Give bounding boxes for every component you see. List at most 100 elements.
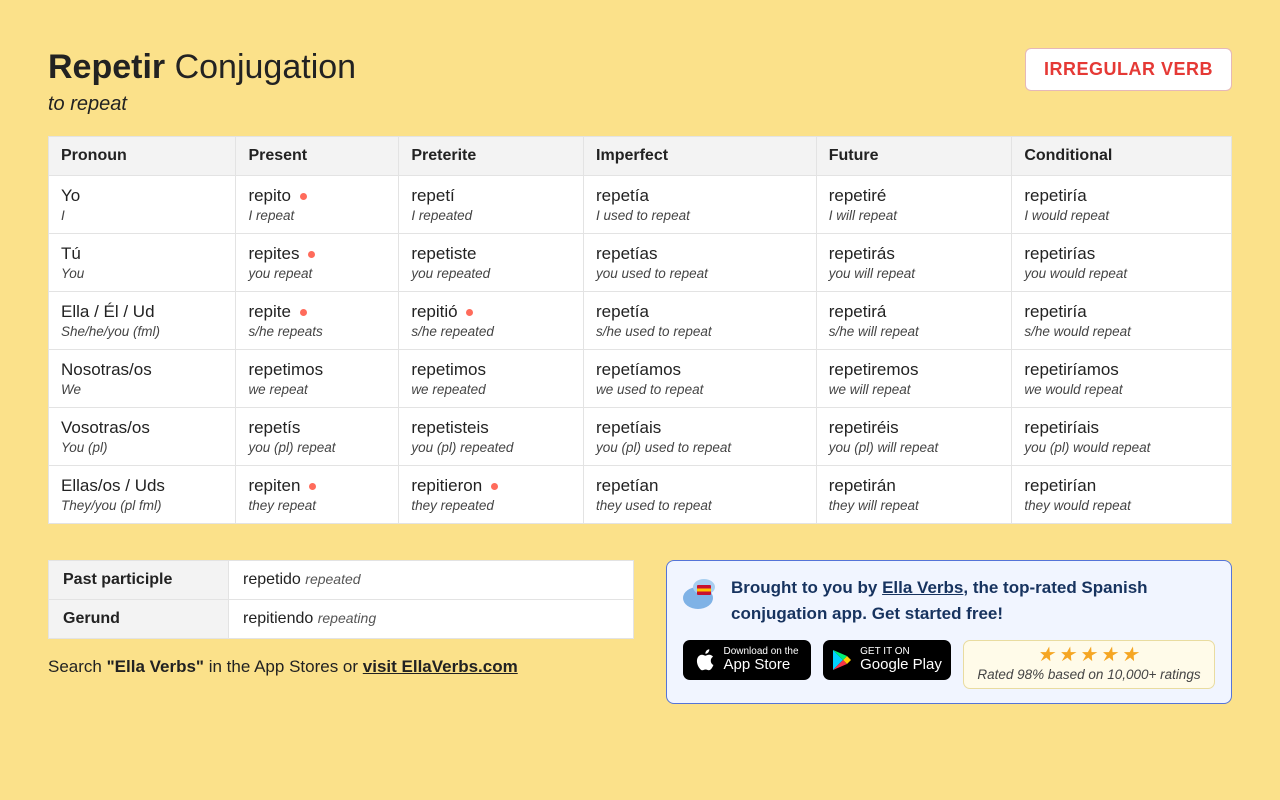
visit-link[interactable]: visit EllaVerbs.com — [363, 657, 518, 676]
cell-main: repetiría — [1024, 186, 1219, 206]
cell-main: repetías — [596, 244, 804, 264]
conjugation-cell: repetirían they would repeat — [1012, 466, 1232, 524]
column-header: Future — [816, 137, 1012, 176]
cell-main: repitió — [411, 302, 571, 322]
conjugation-cell: repitieron they repeated — [399, 466, 584, 524]
cell-sub: I used to repeat — [596, 208, 804, 223]
cell-main: repetirán — [829, 476, 1000, 496]
table-row: Nosotras/osWerepetimos we repeatrepetimo… — [49, 350, 1232, 408]
cell-sub: you repeat — [248, 266, 386, 281]
store-line2: App Store — [723, 657, 798, 674]
cell-main: Tú — [61, 244, 223, 264]
cell-sub: s/he repeats — [248, 324, 386, 339]
conjugation-cell: repetirán they will repeat — [816, 466, 1012, 524]
cell-main: Nosotras/os — [61, 360, 223, 380]
left-column: Past participle repetido repeated Gerund… — [48, 560, 634, 677]
cell-sub: I repeated — [411, 208, 571, 223]
promo-box: Brought to you by Ella Verbs, the top-ra… — [666, 560, 1232, 704]
cell-main: repite — [248, 302, 386, 322]
cell-sub: we repeated — [411, 382, 571, 397]
cell-sub: I would repeat — [1024, 208, 1219, 223]
conjugation-cell: repetirás you will repeat — [816, 234, 1012, 292]
cell-sub: they will repeat — [829, 498, 1000, 513]
table-row: YoIrepito I repeatrepetí I repeatedrepet… — [49, 176, 1232, 234]
star-row: ★★★★★ — [972, 645, 1206, 665]
cell-main: repetiremos — [829, 360, 1000, 380]
pronoun-cell: TúYou — [49, 234, 236, 292]
search-note-mid: in the App Stores or — [204, 657, 363, 676]
irregular-dot-icon — [466, 309, 473, 316]
cell-main: Ella / Él / Ud — [61, 302, 223, 322]
cell-main: repetiría — [1024, 302, 1219, 322]
cell-sub: We — [61, 382, 223, 397]
cell-sub: you (pl) repeated — [411, 440, 571, 455]
irregular-dot-icon — [300, 193, 307, 200]
cell-main: repetirías — [1024, 244, 1219, 264]
pronoun-cell: Nosotras/os We — [49, 350, 236, 408]
promo-text: Brought to you by Ella Verbs, the top-ra… — [731, 575, 1215, 626]
cell-main: repetirían — [1024, 476, 1219, 496]
irregular-dot-icon — [300, 309, 307, 316]
ella-verbs-link[interactable]: Ella Verbs — [882, 578, 963, 597]
conjugation-cell: repetiría I would repeat — [1012, 176, 1232, 234]
cell-sub: we repeat — [248, 382, 386, 397]
conjugation-cell: repetiríais you (pl) would repeat — [1012, 408, 1232, 466]
conjugation-table: PronounPresentPreteriteImperfectFutureCo… — [48, 136, 1232, 524]
googleplay-button[interactable]: GET IT ONGoogle Play — [823, 640, 951, 680]
irregular-dot-icon — [491, 483, 498, 490]
conjugation-cell: repetimos we repeat — [236, 350, 399, 408]
column-header: Imperfect — [584, 137, 817, 176]
store-line2: Google Play — [860, 657, 942, 674]
cell-main: repetí — [411, 186, 571, 206]
past-participle-label: Past participle — [49, 561, 229, 600]
verb-translation: to repeat — [48, 93, 356, 116]
column-header: Pronoun — [49, 137, 236, 176]
conjugation-cell: repetí I repeated — [399, 176, 584, 234]
cell-sub: we will repeat — [829, 382, 1000, 397]
table-row: TúYourepites you repeatrepetiste you rep… — [49, 234, 1232, 292]
conjugation-cell: repetirá s/he will repeat — [816, 292, 1012, 350]
promo-prefix: Brought to you by — [731, 578, 882, 597]
cell-main: repetiréis — [829, 418, 1000, 438]
title-block: Repetir Conjugation to repeat — [48, 48, 356, 116]
conjugation-cell: repetirías you would repeat — [1012, 234, 1232, 292]
conjugation-cell: repetían they used to repeat — [584, 466, 817, 524]
cell-main: repiten — [248, 476, 386, 496]
cell-sub: repeating — [318, 610, 376, 626]
cell-sub: I will repeat — [829, 208, 1000, 223]
cell-sub: they repeat — [248, 498, 386, 513]
cell-main: repetíamos — [596, 360, 804, 380]
conjugation-cell: repiten they repeat — [236, 466, 399, 524]
search-note-bold: "Ella Verbs" — [107, 657, 204, 676]
conjugation-cell: repetiste you repeated — [399, 234, 584, 292]
cell-main: repetimos — [248, 360, 386, 380]
cell-sub: repeated — [305, 571, 360, 587]
cell-main: Yo — [61, 186, 223, 206]
apple-icon — [695, 648, 715, 672]
cell-sub: you (pl) would repeat — [1024, 440, 1219, 455]
conjugation-cell: repetiría s/he would repeat — [1012, 292, 1232, 350]
cell-main: repitieron — [411, 476, 571, 496]
cell-sub: She/he/you (fml) — [61, 324, 223, 339]
cell-sub: we would repeat — [1024, 382, 1219, 397]
cell-main: repetirá — [829, 302, 1000, 322]
page-title: Repetir Conjugation — [48, 48, 356, 87]
column-header: Conditional — [1012, 137, 1232, 176]
promo-top: Brought to you by Ella Verbs, the top-ra… — [683, 575, 1215, 626]
cell-sub: you would repeat — [1024, 266, 1219, 281]
column-header: Present — [236, 137, 399, 176]
cell-sub: you (pl) will repeat — [829, 440, 1000, 455]
play-icon — [832, 649, 852, 671]
cell-main: repetían — [596, 476, 804, 496]
cell-main: repitiendo — [243, 610, 313, 627]
table-row: Vosotras/osYou (pl)repetís you (pl) repe… — [49, 408, 1232, 466]
cell-sub: s/he will repeat — [829, 324, 1000, 339]
conjugation-cell: repetís you (pl) repeat — [236, 408, 399, 466]
gerund-label: Gerund — [49, 600, 229, 639]
conjugation-cell: repetimos we repeated — [399, 350, 584, 408]
cell-main: repetiríais — [1024, 418, 1219, 438]
appstore-button[interactable]: Download on theApp Store — [683, 640, 811, 680]
cell-sub: you (pl) repeat — [248, 440, 386, 455]
header: Repetir Conjugation to repeat IRREGULAR … — [48, 48, 1232, 116]
cell-sub: they repeated — [411, 498, 571, 513]
